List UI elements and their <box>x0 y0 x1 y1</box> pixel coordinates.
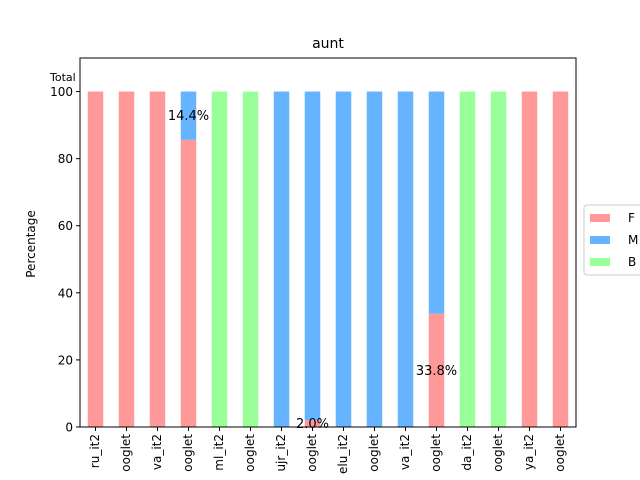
legend-label: M <box>628 233 638 247</box>
legend-swatch <box>590 258 610 266</box>
corner-total-label: Total <box>49 71 76 84</box>
data-label: 33.8% <box>416 364 457 379</box>
legend: FMB <box>583 204 640 276</box>
plot-area-frame <box>79 57 577 428</box>
bar-segment-b <box>242 91 259 427</box>
y-axis-label: Percentage <box>24 210 38 278</box>
legend-label: B <box>628 255 636 269</box>
x-tick-label: ooglet <box>491 434 505 472</box>
x-tick-label: ooglet <box>181 434 195 472</box>
data-label: 14.4% <box>168 109 209 124</box>
bar-segment-f <box>87 91 104 427</box>
x-tick-label: ya_it2 <box>522 434 536 470</box>
bar-segment-f <box>428 313 445 427</box>
bar-segment-b <box>211 91 228 427</box>
x-tick-label: ooglet <box>367 434 381 472</box>
y-tick-label: 60 <box>58 219 73 233</box>
bar-segment-f <box>118 91 135 427</box>
bar-segment-f <box>552 91 569 427</box>
legend-swatch <box>590 214 610 222</box>
x-tick-label: va_it2 <box>398 434 412 470</box>
chart-title: aunt <box>312 36 344 52</box>
x-tick-label: ooglet <box>119 434 133 472</box>
y-tick-label: 20 <box>58 353 73 367</box>
bar-segment-m <box>273 91 290 427</box>
bar-segment-b <box>459 91 476 427</box>
x-tick-label: ooglet <box>429 434 443 472</box>
legend-swatch <box>590 236 610 244</box>
x-tick-label: ujr_it2 <box>274 434 288 472</box>
legend-box <box>583 204 640 276</box>
x-tick-label: ooglet <box>243 434 257 472</box>
y-tick-label: 0 <box>65 421 73 435</box>
data-label: 2.0% <box>296 417 329 432</box>
x-tick-label: ooglet <box>305 434 319 472</box>
bar-segment-m <box>397 91 414 427</box>
x-tick-label: elu_it2 <box>336 434 350 474</box>
bar-segment-m <box>335 91 352 427</box>
bar-segment-m <box>180 91 197 140</box>
annotations-group: 14.4% 2.0% 33.8% <box>168 109 457 432</box>
y-ticks-group: 0 20 40 60 80 100 <box>50 85 80 435</box>
legend-label: F <box>628 211 635 225</box>
bar-segment-m <box>366 91 383 427</box>
y-tick-label: 80 <box>58 152 73 166</box>
x-tick-label: da_it2 <box>460 434 474 471</box>
bar-segment-f <box>149 91 166 427</box>
bar-segment-m <box>428 91 445 314</box>
x-tick-label: ru_it2 <box>88 434 102 468</box>
bars-group <box>87 91 569 428</box>
bar-segment-f <box>180 139 197 428</box>
x-ticks-group: ru_it2 ooglet va_it2 ooglet ml_it2 ooglet ujr_… <box>88 427 567 474</box>
axes-frame <box>79 57 577 428</box>
bar-segment-f <box>521 91 538 427</box>
x-tick-label: ooglet <box>553 434 567 472</box>
y-tick-label: 100 <box>50 85 73 99</box>
x-tick-label: va_it2 <box>150 434 164 470</box>
bar-segment-f <box>304 420 321 427</box>
y-tick-label: 40 <box>58 286 73 300</box>
bar-segment-b <box>490 91 507 427</box>
x-tick-label: ml_it2 <box>212 434 226 471</box>
bar-segment-m <box>304 91 321 421</box>
